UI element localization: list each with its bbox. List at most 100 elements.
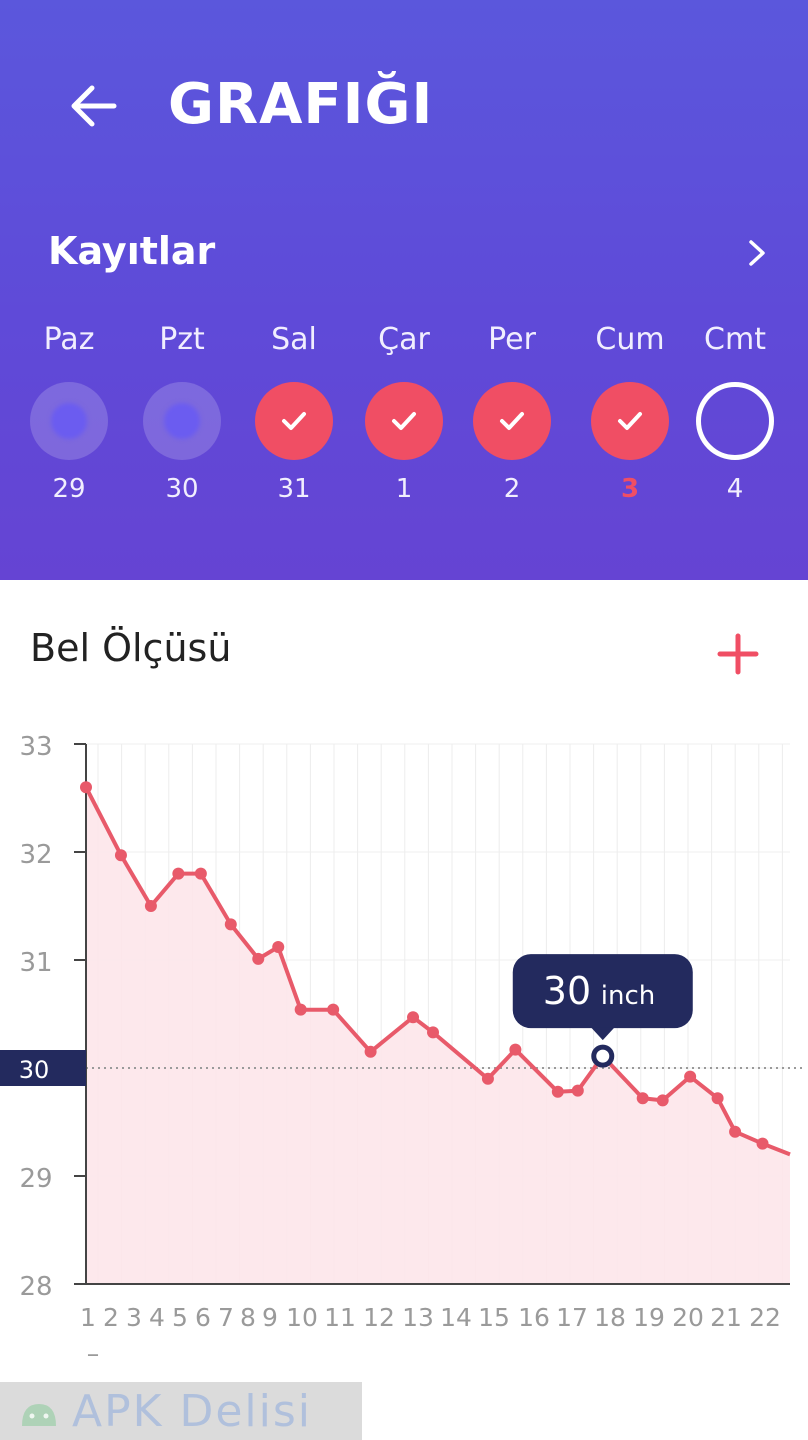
y-tick-label: 28 bbox=[19, 1272, 52, 1302]
x-tick-label: 14 bbox=[440, 1303, 472, 1332]
day-status-circle[interactable] bbox=[143, 382, 221, 460]
day-name: Per bbox=[488, 322, 536, 357]
day-name: Çar bbox=[378, 322, 430, 357]
day-name: Cum bbox=[595, 322, 665, 357]
day-status-circle[interactable] bbox=[591, 382, 669, 460]
day-status-circle[interactable] bbox=[255, 382, 333, 460]
data-point bbox=[294, 1003, 307, 1016]
x-tick-label: 13 bbox=[402, 1303, 434, 1332]
x-tick-label: 15 bbox=[478, 1303, 510, 1332]
day-name: Cmt bbox=[704, 322, 766, 357]
day-item: Sal 31 bbox=[244, 316, 344, 504]
tooltip-pointer bbox=[590, 1027, 615, 1041]
data-point bbox=[114, 849, 127, 862]
data-point bbox=[172, 867, 185, 880]
section-title: Bel Ölçüsü bbox=[30, 626, 232, 670]
day-date: 30 bbox=[165, 474, 199, 504]
day-date: 29 bbox=[52, 474, 86, 504]
data-point bbox=[551, 1085, 564, 1098]
day-name: Sal bbox=[271, 322, 317, 357]
check-icon bbox=[500, 412, 524, 430]
week-day-selector: Paz 29 Pzt 30 Sal 31 Çar 1 Per 2 Cum 3 Cmt 4 bbox=[0, 316, 808, 506]
day-empty-dot bbox=[51, 403, 87, 439]
data-point bbox=[571, 1084, 584, 1097]
data-point bbox=[711, 1092, 724, 1105]
selected-point bbox=[591, 1044, 615, 1068]
x-tick-label: 8 bbox=[240, 1303, 256, 1332]
reference-badge bbox=[0, 1050, 86, 1086]
data-point bbox=[224, 918, 237, 931]
day-date: 2 bbox=[503, 474, 521, 504]
data-point bbox=[636, 1092, 649, 1105]
day-status-circle[interactable] bbox=[696, 382, 774, 460]
header: GRAFIĞI Kayıtlar Paz 29 Pzt 30 Sal 31 Çar 1 Per 2… bbox=[0, 0, 808, 580]
watermark-text: APK Delisi bbox=[72, 1386, 313, 1437]
day-date: 4 bbox=[726, 474, 744, 504]
data-point bbox=[194, 867, 207, 880]
records-label: Kayıtlar bbox=[48, 229, 216, 273]
check-icon bbox=[392, 412, 416, 430]
plus-icon bbox=[717, 633, 759, 675]
day-status-circle[interactable] bbox=[365, 382, 443, 460]
y-tick-label: 32 bbox=[19, 840, 52, 870]
x-tick-label: 10 bbox=[286, 1303, 318, 1332]
x-tick-label: 3 bbox=[126, 1303, 142, 1332]
android-logo-icon bbox=[22, 1404, 56, 1426]
x-tick-label: 5 bbox=[172, 1303, 188, 1332]
tooltip-box bbox=[512, 954, 693, 1029]
x-tick-label: 20 bbox=[672, 1303, 704, 1332]
data-point bbox=[272, 941, 285, 954]
tooltip-value: 30 bbox=[543, 969, 591, 1013]
day-status-circle[interactable] bbox=[30, 382, 108, 460]
x-tick-label: 17 bbox=[556, 1303, 588, 1332]
data-point bbox=[656, 1094, 669, 1107]
day-status-circle[interactable] bbox=[473, 382, 551, 460]
data-point bbox=[729, 1125, 742, 1138]
day-item: Cmt 4 bbox=[685, 316, 785, 504]
data-point bbox=[80, 781, 92, 794]
day-date: 3 bbox=[620, 474, 640, 504]
y-tick-label: 33 bbox=[19, 732, 52, 762]
data-point bbox=[144, 900, 157, 912]
day-name: Paz bbox=[43, 322, 95, 357]
x-tick-label: 2 bbox=[103, 1303, 119, 1332]
x-tick-label: 22 bbox=[749, 1303, 781, 1332]
day-name: Pzt bbox=[159, 322, 205, 357]
x-tick-label: 21 bbox=[710, 1303, 742, 1332]
x-tick-label: 16 bbox=[518, 1303, 550, 1332]
x-tick-label: 6 bbox=[195, 1303, 211, 1332]
data-point bbox=[509, 1043, 522, 1056]
data-point bbox=[252, 952, 265, 965]
data-point bbox=[684, 1070, 697, 1083]
chevron-right-icon bbox=[749, 240, 765, 266]
x-extra-label: – bbox=[87, 1339, 100, 1368]
reference-label: 30 bbox=[19, 1056, 50, 1084]
data-point bbox=[364, 1045, 377, 1058]
tooltip-unit: inch bbox=[601, 981, 655, 1011]
data-point bbox=[327, 1003, 340, 1016]
y-tick-label: 31 bbox=[19, 948, 52, 978]
y-tick-label: 29 bbox=[19, 1164, 52, 1194]
data-point bbox=[427, 1026, 440, 1039]
x-tick-label: 1 bbox=[80, 1303, 96, 1332]
day-date: 31 bbox=[277, 474, 311, 504]
data-point bbox=[481, 1072, 494, 1085]
add-measurement-button[interactable] bbox=[716, 632, 760, 676]
day-date: 1 bbox=[395, 474, 413, 504]
day-empty-dot bbox=[164, 403, 200, 439]
series-area bbox=[86, 787, 790, 1284]
day-item: Per 2 bbox=[462, 316, 562, 504]
page-title: GRAFIĞI bbox=[168, 72, 434, 137]
x-tick-label: 7 bbox=[218, 1303, 234, 1332]
data-point bbox=[407, 1011, 420, 1024]
back-button[interactable] bbox=[66, 78, 122, 134]
x-tick-label: 12 bbox=[363, 1303, 395, 1332]
watermark: APK Delisi bbox=[0, 1382, 362, 1440]
records-row[interactable]: Kayıtlar bbox=[48, 226, 770, 276]
x-tick-label: 18 bbox=[594, 1303, 626, 1332]
day-item: Cum 3 bbox=[580, 316, 680, 504]
check-icon bbox=[282, 412, 306, 430]
day-item: Çar 1 bbox=[354, 316, 454, 504]
arrow-left-icon bbox=[71, 85, 117, 127]
